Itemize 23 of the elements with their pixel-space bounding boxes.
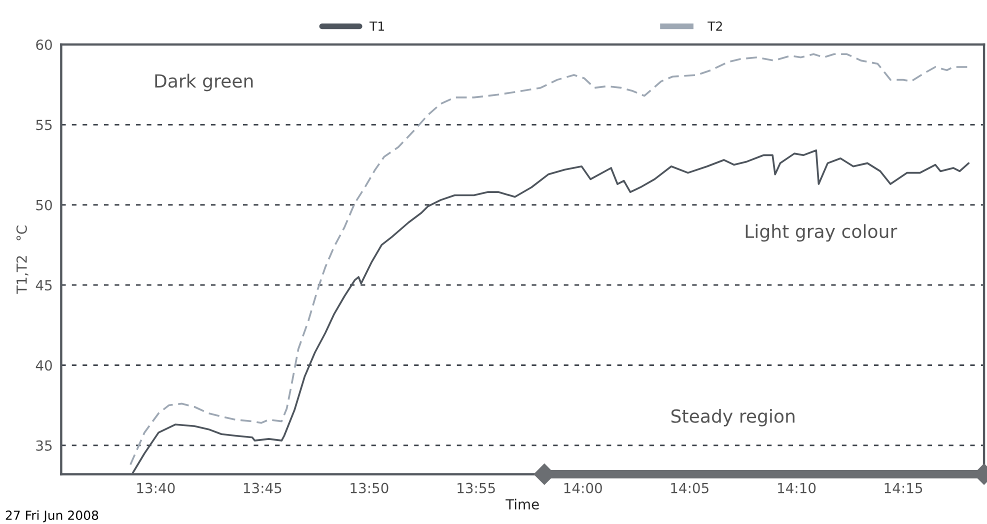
text: 27 Fri Jun 2008 bbox=[6, 510, 98, 522]
y-tick-label: 60 bbox=[36, 40, 52, 50]
x-tick-label: 13:45 bbox=[244, 482, 282, 494]
x-tick-label: 14:15 bbox=[884, 482, 922, 494]
x-tick-label: 13:40 bbox=[137, 482, 175, 494]
x-tick-label: 14:00 bbox=[564, 482, 602, 494]
y-tick-label: 35 bbox=[36, 440, 52, 451]
annotation: Dark green bbox=[155, 74, 253, 92]
y-axis-title: T1,T2 °C bbox=[16, 226, 28, 294]
x-axis-title: Time bbox=[506, 498, 539, 510]
legend-label: T2 bbox=[708, 21, 722, 31]
y-tick-label: 40 bbox=[36, 360, 52, 371]
y-tick-label: 55 bbox=[36, 120, 52, 130]
legend-label: T1 bbox=[369, 22, 384, 31]
y-tick-label: 45 bbox=[36, 280, 52, 291]
line-series bbox=[130, 53, 968, 466]
y-tick-label: 50 bbox=[36, 200, 52, 210]
x-tick-label: 13:55 bbox=[458, 482, 495, 494]
x-tick-label: 13:50 bbox=[350, 482, 388, 494]
x-tick-label: 14:10 bbox=[778, 482, 816, 494]
annotation: Light gray colour bbox=[746, 224, 898, 242]
annotation: Steady region bbox=[671, 408, 794, 426]
x-tick-label: 14:05 bbox=[671, 482, 708, 494]
